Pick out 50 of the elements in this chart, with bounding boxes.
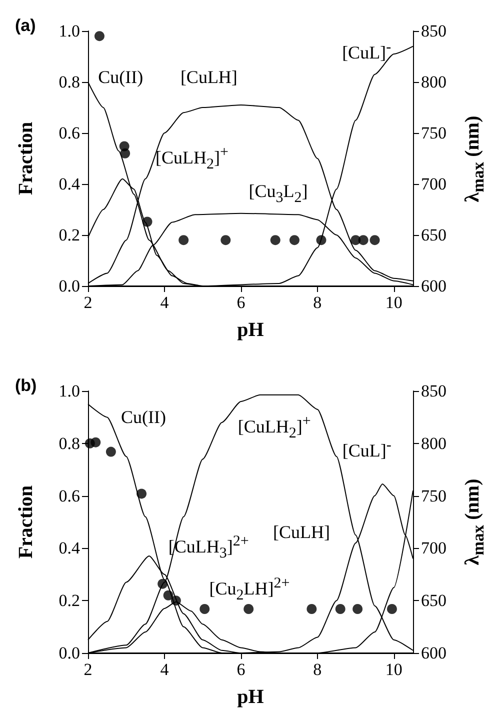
annotation: [Cu$_{3}$L$_{2}$] [248, 181, 308, 206]
y2-tick-label: 850 [421, 382, 446, 400]
y-tick-label: 0.0 [58, 276, 80, 296]
y-tick-label: 0.2 [58, 591, 80, 610]
y2-tick-label: 700 [421, 174, 446, 194]
y2-tick-label: 650 [421, 591, 446, 610]
annotation: [CuL]$^{-}$ [342, 40, 392, 63]
y2-tick-label: 800 [421, 434, 446, 453]
y-tick-label: 0.6 [58, 486, 80, 506]
y-tick-label: 0.4 [58, 174, 80, 194]
annotation: [CuLH] [272, 522, 330, 542]
x-tick-label: 4 [160, 293, 170, 312]
y-tick-label: 0.0 [58, 644, 80, 662]
annotation: Cu(II) [98, 66, 144, 87]
y-tick-label: 1.0 [58, 22, 80, 40]
x-tick-label: 6 [236, 293, 246, 312]
annotation: [Cu$_{2}$LH]$^{2+}$ [209, 576, 290, 604]
annotation: [CuLH] [180, 66, 238, 87]
y-axis-title: Fraction [15, 122, 37, 196]
chart-title: (a) [15, 16, 36, 35]
x-tick-label: 2 [84, 293, 92, 312]
x-tick-label: 8 [313, 660, 322, 679]
y-tick-label: 0.2 [58, 226, 80, 244]
annotation: [CuLH$_{2}$]$^{+}$ [238, 413, 311, 441]
x-tick-label: 10 [385, 293, 402, 312]
x-tick-label: 2 [84, 660, 92, 679]
y-tick-label: 0.6 [58, 124, 80, 142]
annotation: Cu(II) [121, 407, 166, 428]
y2-tick-label: 600 [421, 276, 446, 296]
y2-tick-label: 850 [421, 22, 446, 40]
chart-title: (b) [15, 376, 37, 395]
y-tick-label: 0.8 [58, 72, 80, 92]
annotation: [CuL]$^{-}$ [342, 437, 392, 460]
x-tick-label: 8 [313, 293, 322, 312]
y-tick-label: 0.4 [58, 538, 80, 558]
x-axis-title: pH [237, 686, 264, 708]
y2-tick-label: 750 [421, 124, 446, 142]
x-tick-label: 6 [236, 660, 246, 679]
x-tick-label: 10 [385, 660, 402, 679]
y2-tick-label: 750 [421, 486, 446, 506]
y-tick-label: 1.0 [58, 382, 80, 400]
y-axis-title: Fraction [15, 485, 37, 559]
annotation: [CuLH$_{2}$]$^{+}$ [155, 144, 228, 172]
y2-tick-label: 600 [421, 644, 446, 662]
y2-tick-label: 700 [421, 538, 446, 558]
x-axis-title: pH [237, 319, 264, 341]
x-tick-label: 4 [160, 660, 170, 679]
y2-tick-label: 800 [421, 72, 446, 92]
y2-tick-label: 650 [421, 226, 446, 244]
y-tick-label: 0.8 [58, 434, 80, 453]
